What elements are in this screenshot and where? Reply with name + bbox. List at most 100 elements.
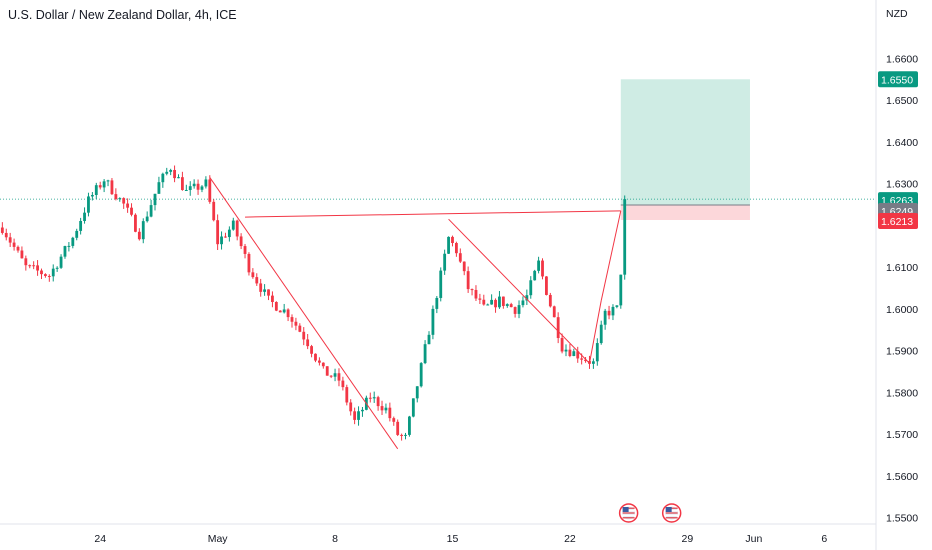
trend-line (588, 300, 602, 364)
candle-body (118, 198, 122, 200)
price-tick-label: 1.5700 (886, 429, 918, 441)
candle (247, 252, 251, 276)
candle-body (337, 373, 341, 381)
candle (341, 376, 345, 391)
candle-body (482, 299, 486, 305)
candle (482, 294, 486, 306)
candle (474, 285, 478, 301)
candle (110, 178, 114, 196)
candle-body (180, 177, 184, 190)
candle-body (161, 173, 165, 183)
flag-canton (622, 507, 629, 512)
candle (310, 344, 313, 358)
candle (227, 226, 231, 242)
candle-body (28, 265, 32, 267)
candle-body (122, 198, 126, 204)
trend-line (245, 210, 621, 218)
candle-body (599, 324, 603, 344)
candle-body (505, 304, 509, 306)
candle (376, 395, 380, 411)
candle-body (357, 411, 360, 420)
us-flag-icon[interactable] (661, 503, 682, 523)
time-axis[interactable]: 24 May 8 15 22 29 Jun 6 (0, 523, 876, 545)
candle (67, 242, 71, 252)
candle-body (67, 245, 71, 247)
candle (357, 406, 360, 426)
candle-body (134, 214, 137, 232)
candle (349, 399, 353, 416)
candle-body (43, 274, 47, 276)
candle (521, 296, 525, 308)
candle (298, 323, 302, 333)
candle (466, 266, 470, 293)
candle (216, 214, 220, 250)
candle (12, 238, 16, 251)
candle (263, 284, 267, 296)
price-tick-label: 1.6400 (886, 137, 918, 149)
candle-body (87, 196, 90, 213)
candle-body (490, 299, 494, 305)
candle-body (294, 321, 298, 326)
candle-body (603, 310, 607, 325)
candle (220, 231, 223, 250)
candle (290, 314, 294, 328)
candle-body (126, 203, 130, 208)
candle-body (271, 295, 274, 303)
candle-body (548, 294, 552, 307)
candle (321, 362, 325, 369)
candle-body (509, 304, 513, 308)
stop-zone (620, 204, 750, 221)
candle-body (188, 186, 192, 190)
candle (278, 310, 282, 313)
candle (251, 268, 255, 279)
candle (607, 305, 611, 320)
candle-body (584, 359, 587, 362)
candle-body (36, 265, 39, 271)
candle (603, 308, 607, 330)
candle (36, 260, 39, 276)
us-flag-icon[interactable] (618, 503, 639, 523)
candle-body (423, 344, 427, 364)
candle (478, 293, 482, 305)
candle-body (153, 193, 157, 206)
candle-body (278, 310, 282, 313)
candle-body (478, 298, 482, 300)
candle (59, 254, 63, 269)
candle (0, 222, 4, 235)
candle-body (255, 277, 259, 284)
candle (591, 358, 595, 369)
candle-body (529, 280, 533, 296)
candle-body (329, 375, 333, 377)
candle (333, 368, 337, 382)
price-tick-label: 1.5900 (886, 346, 918, 358)
stop-price-tag: 1.6213 (878, 213, 918, 230)
candle-body (12, 242, 16, 247)
candle-body (306, 339, 310, 347)
price-axis[interactable]: 1.6600 1.6500 1.6400 1.6300 1.6100 1.6000 1.59… (875, 0, 918, 550)
candle (388, 402, 392, 422)
candle-body (317, 360, 321, 363)
candle (396, 419, 400, 437)
candle-body (380, 406, 384, 411)
candle (177, 174, 180, 179)
candle-body (533, 270, 537, 281)
candle-body (141, 221, 145, 240)
candle-body (501, 296, 505, 306)
candle (529, 276, 533, 299)
candle (51, 264, 55, 282)
candle (282, 303, 286, 314)
candle-body (552, 306, 556, 318)
candle (24, 255, 28, 271)
candle-body (611, 306, 615, 316)
candle-body (521, 300, 525, 306)
candle-body (224, 236, 227, 238)
candle (545, 276, 548, 296)
candle (212, 199, 216, 222)
candle-body (451, 236, 454, 243)
stop-price-tag-bg (878, 213, 918, 230)
candle (114, 188, 118, 201)
stop-price-tag-text: 1.6213 (881, 216, 913, 228)
event-markers[interactable] (618, 503, 682, 523)
candle (599, 320, 603, 345)
